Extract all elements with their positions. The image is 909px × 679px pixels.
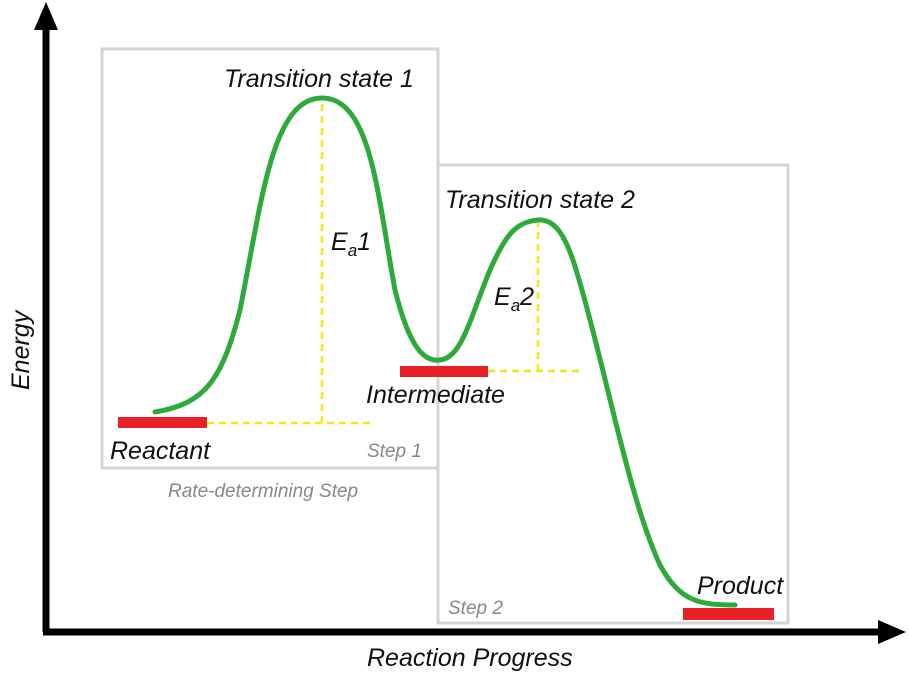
product-label: Product xyxy=(697,572,784,600)
intermediate-level-bar xyxy=(400,366,488,377)
reactant-label: Reactant xyxy=(110,437,211,465)
x-axis-arrowhead xyxy=(878,620,906,644)
step1-label: Step 1 xyxy=(367,441,422,462)
rate-determining-step-label: Rate-determining Step xyxy=(168,481,358,502)
ea2-subscript: a xyxy=(511,296,520,315)
ea1-label: Ea1 xyxy=(331,228,371,260)
ea1-suffix: 1 xyxy=(357,228,371,256)
y-axis-arrowhead xyxy=(34,2,58,30)
reactant-level-bar xyxy=(118,417,207,428)
y-axis-label: Energy xyxy=(7,309,35,390)
transition-state-2-label: Transition state 2 xyxy=(445,186,635,214)
ea2-label: Ea2 xyxy=(494,283,534,315)
ea1-subscript: a xyxy=(348,241,357,260)
x-axis-label: Reaction Progress xyxy=(367,644,573,672)
transition-state-1-label: Transition state 1 xyxy=(224,65,414,93)
product-level-bar xyxy=(683,608,774,620)
ea2-suffix: 2 xyxy=(519,283,534,311)
ea1-symbol: E xyxy=(331,228,348,256)
step2-label: Step 2 xyxy=(448,598,503,619)
intermediate-label: Intermediate xyxy=(366,381,505,409)
ea2-symbol: E xyxy=(494,283,511,311)
step2-box xyxy=(436,163,790,625)
reaction-energy-curve xyxy=(152,95,738,608)
